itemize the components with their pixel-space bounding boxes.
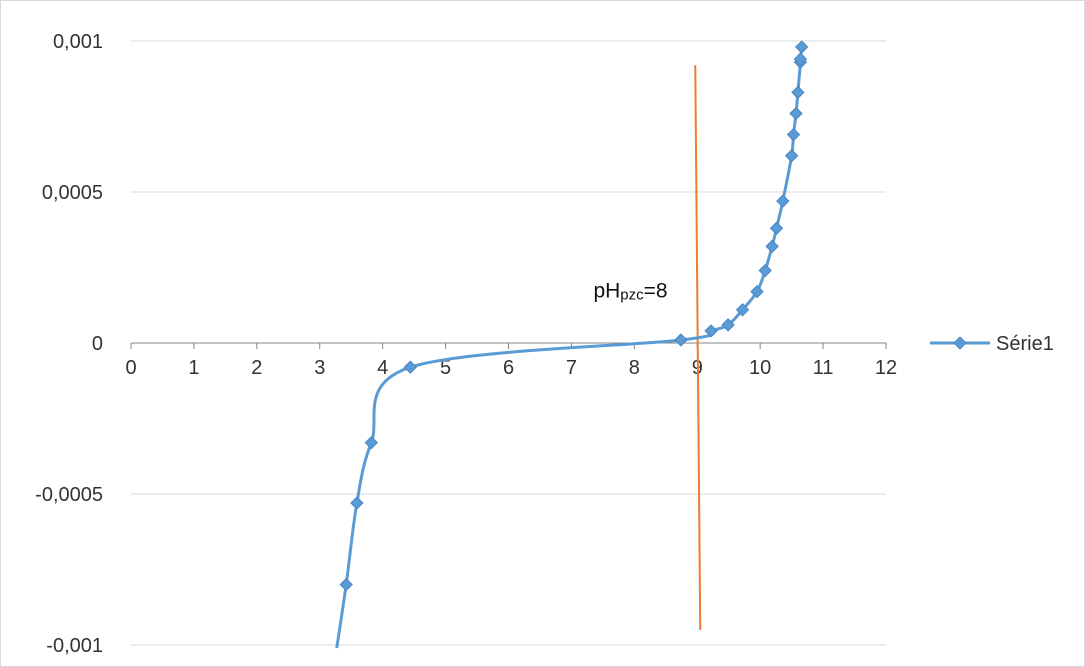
legend-series-label: Série1 <box>996 333 1054 355</box>
x-tick-label-5: 5 <box>440 357 451 379</box>
series-line-0 <box>335 46 804 649</box>
data-point-6 <box>704 324 718 338</box>
x-tick-label-1: 1 <box>188 357 199 379</box>
data-point-8 <box>735 303 750 317</box>
y-tick-labels: -0,001 -0,0005 0 0,0005 0,001 <box>35 31 103 657</box>
data-point-9 <box>750 284 764 299</box>
x-tick-label-11: 11 <box>813 357 834 379</box>
reference-line-layer <box>694 65 702 630</box>
data-point-15 <box>786 127 801 142</box>
y-tick-label-3: 0,0005 <box>42 182 103 204</box>
x-tick-label-10: 10 <box>749 357 771 379</box>
y-tick-label-0: -0,001 <box>46 635 103 657</box>
data-point-19 <box>793 52 808 66</box>
data-point-3 <box>364 435 379 450</box>
pzc-annotation: pHpzc=8 <box>593 280 667 304</box>
x-tick-label-4: 4 <box>377 357 388 379</box>
x-tick-label-0: 0 <box>125 357 136 379</box>
data-point-4 <box>403 360 418 374</box>
data-point-5 <box>674 333 688 347</box>
x-axis <box>130 342 887 349</box>
data-point-7 <box>721 318 735 332</box>
data-point-13 <box>776 194 790 208</box>
data-point-14 <box>784 149 799 163</box>
data-point-12 <box>769 221 784 235</box>
data-point-2 <box>350 496 364 510</box>
x-tick-label-6: 6 <box>503 357 514 379</box>
data-point-1 <box>339 577 353 592</box>
y-tick-label-1: -0,0005 <box>35 484 103 506</box>
legend-series-marker <box>953 336 967 350</box>
data-point-11 <box>765 239 779 254</box>
x-tick-label-8: 8 <box>629 357 640 379</box>
data-point-10 <box>758 263 772 278</box>
legend: Série1 <box>930 333 1054 355</box>
reference-line <box>694 65 702 630</box>
series-layer <box>335 40 809 649</box>
data-point-20 <box>794 40 809 54</box>
y-tick-label-2: 0 <box>92 333 103 355</box>
x-tick-label-3: 3 <box>314 357 325 379</box>
x-tick-label-7: 7 <box>566 357 577 379</box>
x-tick-labels: 0123456789101112 <box>125 357 897 379</box>
data-point-17 <box>791 85 805 100</box>
data-point-16 <box>789 106 803 121</box>
y-tick-label-4: 0,001 <box>53 31 103 53</box>
x-tick-label-12: 12 <box>875 357 897 379</box>
x-tick-label-2: 2 <box>251 357 262 379</box>
annotation-layer: pHpzc=8 <box>593 280 667 304</box>
